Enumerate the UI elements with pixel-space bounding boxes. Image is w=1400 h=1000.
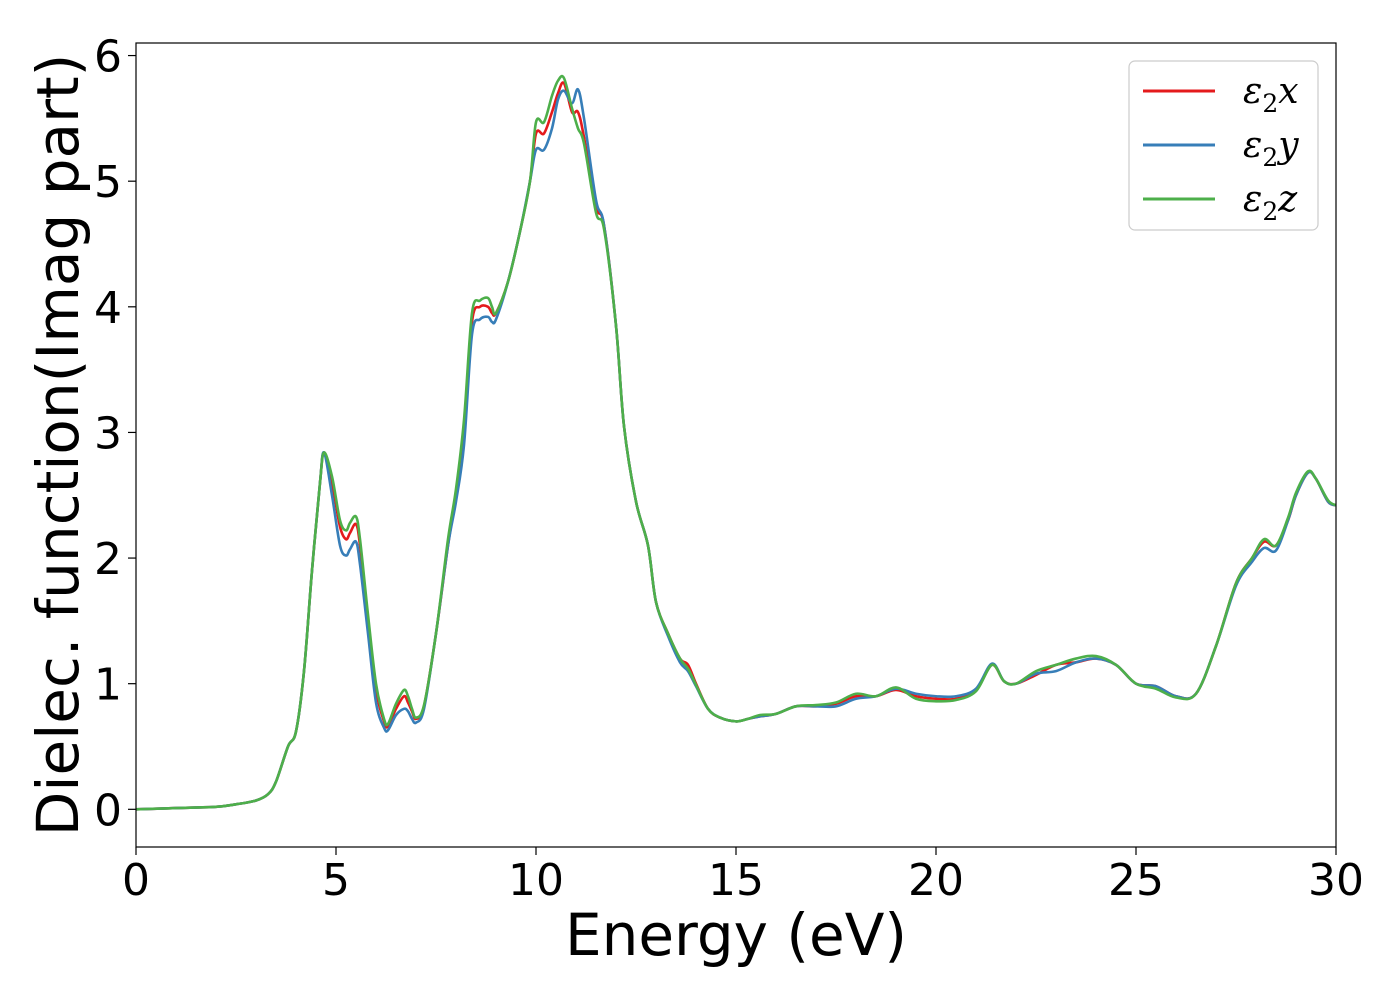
x-tick-label: 0 xyxy=(122,855,150,906)
y-tick-label: 5 xyxy=(94,157,122,208)
legend-box xyxy=(1128,60,1319,231)
x-tick-label: 25 xyxy=(1108,855,1164,906)
x-tick-label: 10 xyxy=(508,855,564,906)
x-axis: 0 5 10 15 20 25 30 xyxy=(122,847,1364,906)
x-tick-label: 20 xyxy=(908,855,964,906)
x-tick-label: 5 xyxy=(322,855,350,906)
legend: ε2x ε2y ε2z xyxy=(1128,60,1319,231)
x-tick-label: 15 xyxy=(708,855,764,906)
y-tick-label: 3 xyxy=(94,408,122,459)
y-tick-label: 0 xyxy=(94,785,122,836)
legend-item-z: ε2z xyxy=(1143,179,1298,226)
legend-label: ε2y xyxy=(1243,125,1299,172)
legend-item-y: ε2y xyxy=(1143,125,1299,172)
y-axis-label: Dielec. function(Imag part) xyxy=(24,54,92,837)
series-line-y xyxy=(136,88,1336,811)
legend-label: ε2x xyxy=(1243,71,1299,118)
y-tick-label: 6 xyxy=(94,32,122,83)
x-tick-label: 30 xyxy=(1308,855,1364,906)
legend-label: ε2z xyxy=(1243,179,1298,226)
series-layer xyxy=(136,74,1336,811)
legend-items: ε2x ε2y ε2z xyxy=(1143,71,1299,226)
series-line-z xyxy=(136,74,1336,811)
legend-item-x: ε2x xyxy=(1143,71,1299,118)
y-tick-label: 2 xyxy=(94,534,122,585)
y-tick-label: 1 xyxy=(94,660,122,711)
y-tick-label: 4 xyxy=(94,283,122,334)
x-axis-label: Energy (eV) xyxy=(565,901,907,969)
y-axis: 0 1 2 3 4 5 6 xyxy=(94,32,136,836)
